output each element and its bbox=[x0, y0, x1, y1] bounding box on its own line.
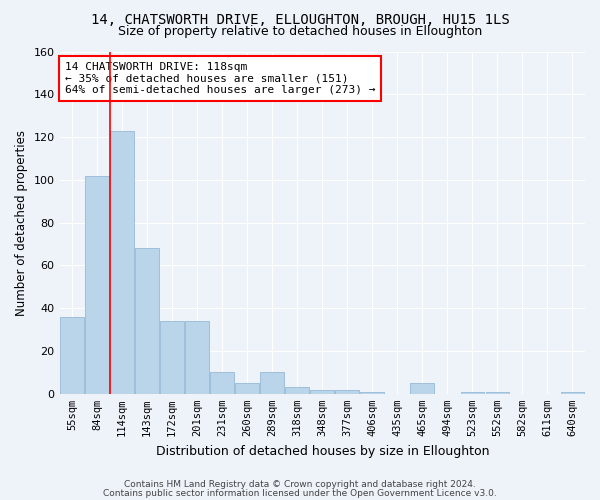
Bar bbox=[286, 388, 309, 394]
Text: 14, CHATSWORTH DRIVE, ELLOUGHTON, BROUGH, HU15 1LS: 14, CHATSWORTH DRIVE, ELLOUGHTON, BROUGH… bbox=[91, 12, 509, 26]
Bar bbox=[210, 372, 234, 394]
Text: 14 CHATSWORTH DRIVE: 118sqm
← 35% of detached houses are smaller (151)
64% of se: 14 CHATSWORTH DRIVE: 118sqm ← 35% of det… bbox=[65, 62, 375, 95]
Bar bbox=[335, 390, 359, 394]
Text: Size of property relative to detached houses in Elloughton: Size of property relative to detached ho… bbox=[118, 25, 482, 38]
Bar bbox=[135, 248, 159, 394]
Bar bbox=[85, 176, 109, 394]
Bar bbox=[310, 390, 334, 394]
Bar bbox=[110, 130, 134, 394]
Bar bbox=[461, 392, 484, 394]
Bar bbox=[485, 392, 509, 394]
Bar bbox=[410, 383, 434, 394]
Bar bbox=[60, 317, 84, 394]
Text: Contains HM Land Registry data © Crown copyright and database right 2024.: Contains HM Land Registry data © Crown c… bbox=[124, 480, 476, 489]
Bar bbox=[235, 383, 259, 394]
Y-axis label: Number of detached properties: Number of detached properties bbox=[15, 130, 28, 316]
Bar bbox=[260, 372, 284, 394]
X-axis label: Distribution of detached houses by size in Elloughton: Distribution of detached houses by size … bbox=[155, 444, 489, 458]
Bar bbox=[560, 392, 584, 394]
Bar bbox=[361, 392, 384, 394]
Bar bbox=[185, 321, 209, 394]
Bar bbox=[160, 321, 184, 394]
Text: Contains public sector information licensed under the Open Government Licence v3: Contains public sector information licen… bbox=[103, 488, 497, 498]
